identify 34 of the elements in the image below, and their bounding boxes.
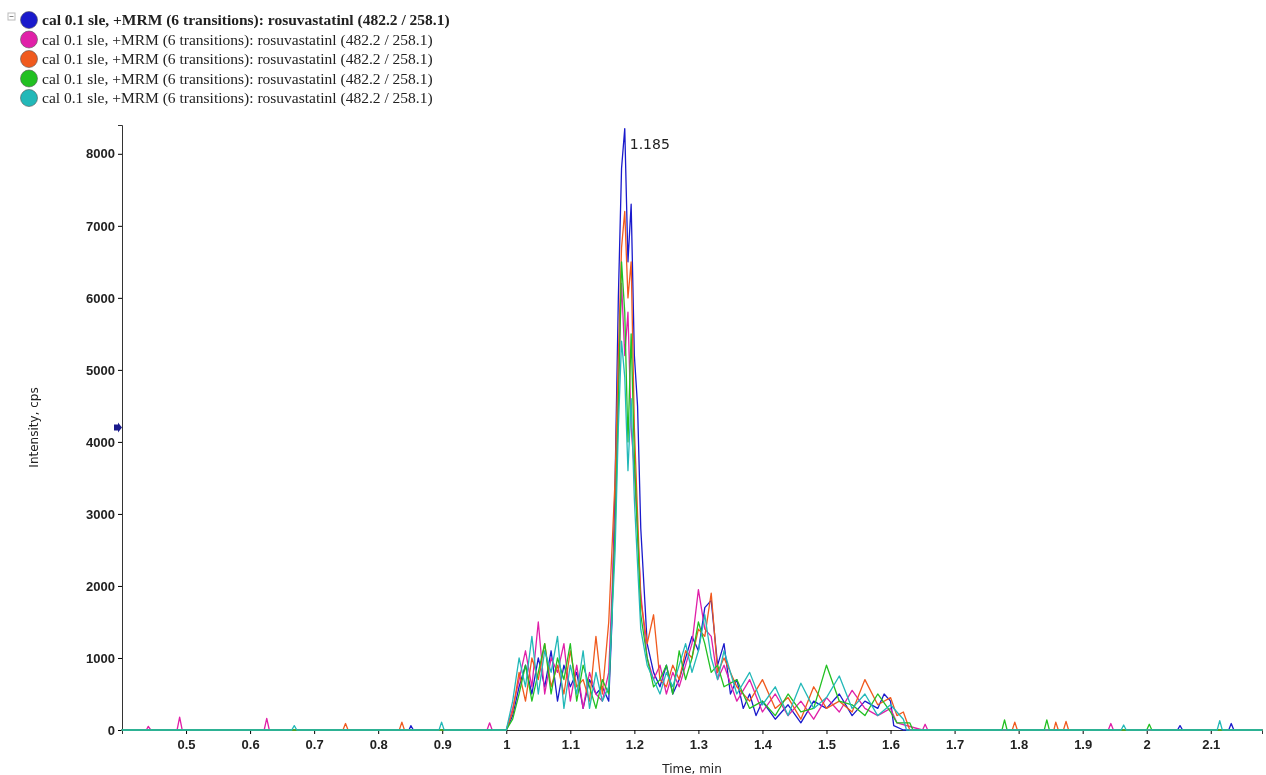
- legend-label: cal 0.1 sle, +MRM (6 transitions): rosuvastatinl (482.2 / 258.1): [42, 50, 433, 68]
- x-tick-label: 1: [503, 736, 511, 752]
- legend-label: cal 0.1 sle, +MRM (6 transitions): rosuvastatinl (482.2 / 258.1): [42, 89, 433, 107]
- y-tick-label: 3000: [86, 506, 115, 522]
- x-tick-label: 0.9: [433, 736, 452, 752]
- x-tick-label: 1.9: [1074, 736, 1093, 752]
- x-tick-label: 1.2: [625, 736, 644, 752]
- y-tick-label: 0: [107, 722, 115, 738]
- legend-label: cal 0.1 sle, +MRM (6 transitions): rosuvastatinl (482.2 / 258.1): [42, 11, 450, 29]
- y-tick-label: 5000: [86, 362, 115, 378]
- y-axis-title: Intensity, cps: [27, 387, 41, 468]
- y-tick-label: 4000: [86, 434, 115, 450]
- y-tick-label: 8000: [86, 146, 115, 162]
- legend-label: cal 0.1 sle, +MRM (6 transitions): rosuvastatinl (482.2 / 258.1): [42, 30, 433, 49]
- x-tick-label: 1.7: [946, 736, 965, 752]
- x-tick-label: 1.6: [882, 736, 901, 752]
- x-tick-label: 0.6: [241, 736, 260, 752]
- x-tick-label: 0.8: [369, 736, 388, 752]
- y-tick-label: 2000: [86, 578, 115, 594]
- x-tick-label: 1.5: [817, 736, 837, 752]
- x-axis-title: Time, min: [661, 762, 722, 775]
- x-tick-label: 0.7: [305, 736, 324, 752]
- x-tick-label: 1.1: [561, 736, 580, 752]
- y-tick-label: 1000: [86, 650, 115, 666]
- y-tick-label: 7000: [86, 218, 115, 234]
- x-tick-label: 1.4: [753, 736, 773, 752]
- x-tick-label: 0.5: [177, 736, 196, 752]
- x-tick-label: 2: [1143, 736, 1151, 752]
- y-tick-label: 6000: [86, 290, 115, 306]
- x-tick-label: 1.3: [689, 736, 708, 752]
- annotation: 1.185: [629, 135, 670, 152]
- x-tick-label: 1.8: [1010, 736, 1029, 752]
- x-tick-label: 2.1: [1202, 736, 1221, 752]
- legend-label: cal 0.1 sle, +MRM (6 transitions): rosuvastatinl (482.2 / 258.1): [42, 69, 433, 88]
